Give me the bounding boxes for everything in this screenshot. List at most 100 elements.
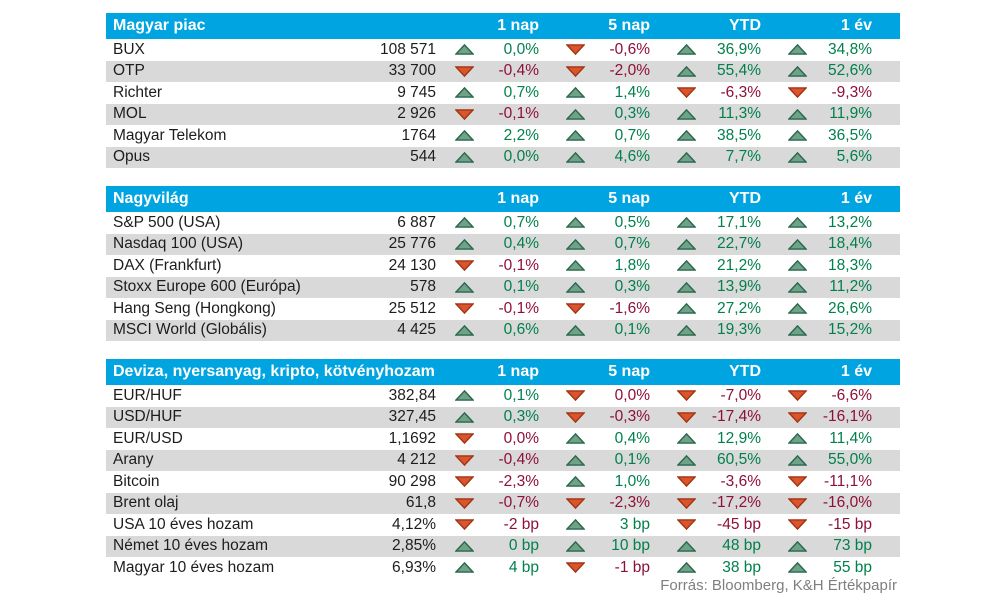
down-triangle-glyph <box>454 454 474 466</box>
instrument-name: Nasdaq 100 (USA) <box>113 235 244 253</box>
up-triangle-icon <box>553 540 597 552</box>
up-triangle-glyph <box>676 65 696 77</box>
up-triangle-glyph <box>787 540 807 552</box>
column-header: 5 nap <box>608 190 650 207</box>
instrument-value: 61,8 <box>405 494 436 512</box>
up-triangle-icon <box>775 130 819 142</box>
change-value: -45 bp <box>717 515 761 533</box>
down-triangle-glyph <box>454 476 474 488</box>
change-value: -0,1% <box>498 256 540 274</box>
down-triangle-icon <box>775 497 819 509</box>
up-triangle-glyph <box>454 411 474 423</box>
change-value: -0,1% <box>498 105 540 123</box>
change-value: 0,5% <box>614 213 650 231</box>
up-triangle-glyph <box>676 44 696 56</box>
instrument-name: Brent olaj <box>113 494 179 512</box>
change-value: -6,6% <box>831 386 873 404</box>
change-value: 27,2% <box>717 299 761 317</box>
table-row: Bitcoin 90 298 -2,3% 1,0% -3,6% -11,1% <box>106 471 900 493</box>
instrument-name: USD/HUF <box>113 408 182 426</box>
up-triangle-icon <box>664 151 708 163</box>
instrument-name: Magyar Telekom <box>113 126 227 144</box>
down-triangle-icon <box>442 476 486 488</box>
change-value: 0,3% <box>503 408 539 426</box>
up-triangle-glyph <box>676 260 696 272</box>
change-value: 26,6% <box>828 299 872 317</box>
change-value: -16,1% <box>822 408 872 426</box>
change-value: -17,2% <box>711 494 761 512</box>
table-row: USA 10 éves hozam 4,12% -2 bp 3 bp -45 bp -15… <box>106 514 900 536</box>
table-header: Nagyvilág 1 nap 5 nap YTD 1 év <box>106 186 900 212</box>
up-triangle-glyph <box>787 151 807 163</box>
instrument-name: USA 10 éves hozam <box>113 515 254 533</box>
instrument-name: EUR/USD <box>113 429 183 447</box>
up-triangle-icon <box>442 87 486 99</box>
change-value: 0,0% <box>503 148 539 166</box>
up-triangle-glyph <box>454 281 474 293</box>
change-value: 0,1% <box>614 451 650 469</box>
up-triangle-glyph <box>565 108 585 120</box>
change-value: -7,0% <box>720 386 762 404</box>
instrument-name: Magyar 10 éves hozam <box>113 558 275 576</box>
up-triangle-glyph <box>787 260 807 272</box>
up-triangle-glyph <box>565 151 585 163</box>
up-triangle-icon <box>775 303 819 315</box>
up-triangle-glyph <box>787 130 807 142</box>
change-value: 0,1% <box>614 321 650 339</box>
up-triangle-glyph <box>454 87 474 99</box>
up-triangle-icon <box>553 238 597 250</box>
column-header: YTD <box>729 190 761 207</box>
instrument-name: Arany <box>113 451 154 469</box>
down-triangle-icon <box>775 87 819 99</box>
up-triangle-glyph <box>565 476 585 488</box>
up-triangle-glyph <box>565 87 585 99</box>
up-triangle-icon <box>664 324 708 336</box>
up-triangle-glyph <box>787 454 807 466</box>
instrument-value: 24 130 <box>388 256 436 274</box>
table-row: S&P 500 (USA) 6 887 0,7% 0,5% 17,1% 13,2% <box>106 212 900 234</box>
column-header: 5 nap <box>608 17 650 34</box>
change-value: -1 bp <box>614 558 650 576</box>
up-triangle-icon <box>442 562 486 574</box>
down-triangle-glyph <box>676 87 696 99</box>
down-triangle-icon <box>775 390 819 402</box>
down-triangle-glyph <box>565 497 585 509</box>
up-triangle-glyph <box>454 130 474 142</box>
up-triangle-icon <box>553 260 597 272</box>
column-header: YTD <box>729 17 761 34</box>
down-triangle-icon <box>664 390 708 402</box>
up-triangle-glyph <box>565 238 585 250</box>
change-value: -16,0% <box>822 494 872 512</box>
down-triangle-icon <box>442 454 486 466</box>
table-row: MOL 2 926 -0,1% 0,3% 11,3% 11,9% <box>106 103 900 125</box>
instrument-value: 382,84 <box>388 386 436 404</box>
change-value: 15,2% <box>828 321 872 339</box>
table-row: Arany 4 212 -0,4% 0,1% 60,5% 55,0% <box>106 449 900 471</box>
down-triangle-icon <box>442 65 486 77</box>
instrument-value: 1,1692 <box>388 429 436 447</box>
change-value: 13,2% <box>828 213 872 231</box>
up-triangle-glyph <box>454 151 474 163</box>
change-value: 11,9% <box>829 105 872 123</box>
change-value: -0,4% <box>498 62 540 80</box>
up-triangle-icon <box>664 260 708 272</box>
up-triangle-icon <box>775 540 819 552</box>
up-triangle-glyph <box>676 108 696 120</box>
instrument-name: Német 10 éves hozam <box>113 537 269 555</box>
up-triangle-glyph <box>565 260 585 272</box>
down-triangle-glyph <box>676 519 696 531</box>
data-table: Nagyvilág 1 nap 5 nap YTD 1 év S&P 500 (USA) 6… <box>106 186 900 341</box>
change-value: 17,1% <box>717 213 761 231</box>
down-triangle-glyph <box>787 411 807 423</box>
instrument-value: 33 700 <box>388 62 436 80</box>
instrument-value: 578 <box>410 278 436 296</box>
instrument-name: MSCI World (Globális) <box>113 321 267 339</box>
down-triangle-glyph <box>787 476 807 488</box>
change-value: 3 bp <box>619 515 650 533</box>
column-header: 5 nap <box>608 363 650 380</box>
up-triangle-icon <box>775 217 819 229</box>
change-value: 0,6% <box>503 321 539 339</box>
up-triangle-icon <box>775 151 819 163</box>
column-header: 1 nap <box>497 17 539 34</box>
up-triangle-icon <box>442 540 486 552</box>
